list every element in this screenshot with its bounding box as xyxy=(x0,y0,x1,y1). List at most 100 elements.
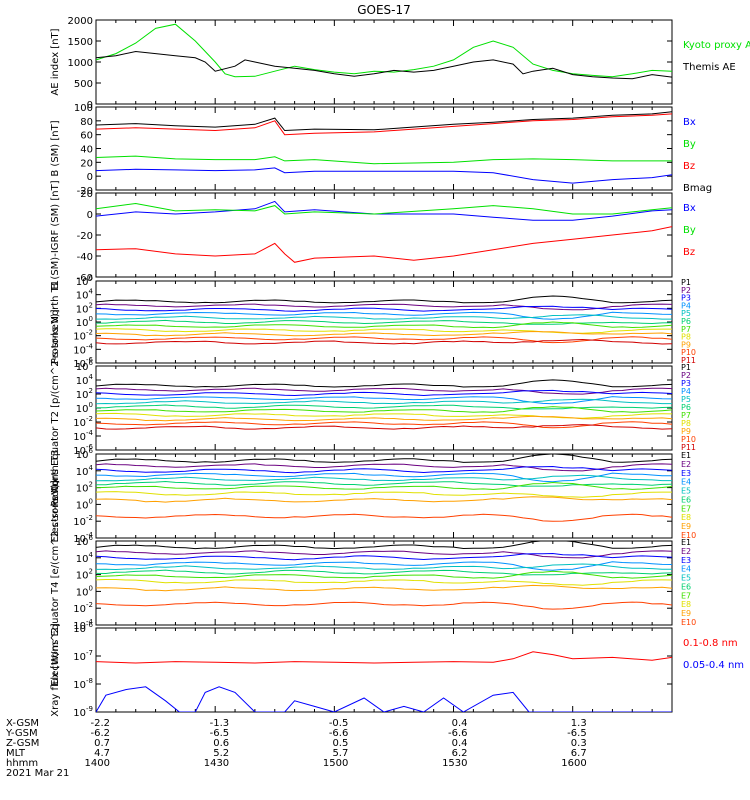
legend-label: E8 xyxy=(681,600,691,609)
y-tick-label: 10-6 xyxy=(73,621,93,635)
series-line-P7 xyxy=(96,406,672,413)
series-line-P2 xyxy=(96,303,672,311)
series-line-E1 xyxy=(96,454,672,463)
y-axis-label: Protons North T1 xyxy=(50,280,61,364)
y-tick-label: 10-2 xyxy=(73,329,93,343)
series-line-E6 xyxy=(96,569,672,576)
ephemeris-value: 1430 xyxy=(204,758,229,769)
legend-label: Bx xyxy=(683,117,696,128)
legend-label: 0.05-0.4 nm xyxy=(683,660,744,671)
legend-label: Bmag xyxy=(683,183,712,194)
y-tick-label: 100 xyxy=(76,401,93,415)
y-axis-label: Electrons Equator T4 [e/(cm^2-s-sr-keV)] xyxy=(50,480,61,686)
y-tick-label: 10-2 xyxy=(73,514,93,528)
y-axis-label: B (SM) [nT] xyxy=(50,120,61,176)
y-tick-label: -40 xyxy=(77,252,93,263)
series-line-E2 xyxy=(96,463,672,472)
y-tick-label: 10-7 xyxy=(73,649,93,663)
ephemeris-row-label: Z-GSM xyxy=(6,738,39,749)
panel-7: 10-4 10-2 100 102 104 106 Electrons Equator T4… xyxy=(50,480,696,686)
ephemeris-row-label: hhmm xyxy=(6,758,38,769)
panel-6: 10-4 10-2 100 102 104 106 Electrons North T3 E1… xyxy=(50,447,696,545)
y-tick-label: 10-8 xyxy=(73,677,93,691)
series-line-P10 xyxy=(96,336,672,344)
series-line-P7 xyxy=(96,321,672,329)
ephemeris-value: 0.6 xyxy=(213,738,229,749)
legend-label: P4 xyxy=(681,387,691,396)
y-tick-label: 10-9 xyxy=(73,705,93,719)
y-tick-label: 100 xyxy=(76,497,93,511)
series-line-P8 xyxy=(96,328,672,334)
series-line-black xyxy=(96,50,672,80)
plot-area xyxy=(96,541,672,610)
ephemeris-value: 1600 xyxy=(561,758,586,769)
legend-label: E6 xyxy=(681,495,691,504)
panel-frame xyxy=(95,192,673,278)
panel-1: 0 500 1000 1500 2000 AE index [nT] Kyoto proxy… xyxy=(50,16,750,111)
legend-label: P9 xyxy=(681,340,691,349)
y-tick-label: 500 xyxy=(74,79,93,90)
legend-label: E2 xyxy=(681,460,691,469)
series-line-P4 xyxy=(96,396,672,405)
ephemeris-value: -6.6 xyxy=(448,728,468,739)
legend-label: E7 xyxy=(681,504,691,513)
y-tick-label: 60 xyxy=(80,131,93,142)
series-line-red xyxy=(96,113,672,136)
plot-area xyxy=(96,295,672,345)
y-tick-label: 1000 xyxy=(68,58,93,69)
ephemeris-value: 0.3 xyxy=(571,738,587,749)
legend-label: Bz xyxy=(683,161,695,172)
series-line-P8 xyxy=(96,412,672,419)
series-line-E9 xyxy=(96,584,672,592)
series-line-P9 xyxy=(96,330,672,337)
legend-label: P2 xyxy=(681,286,691,295)
y-tick-label: 104 xyxy=(76,464,94,478)
y-tick-label: 100 xyxy=(76,584,93,598)
y-tick-label: 106 xyxy=(76,274,94,288)
ephemeris-value: 0.7 xyxy=(94,738,110,749)
y-tick-label: 10-4 xyxy=(73,531,93,545)
figure-title: GOES-17 xyxy=(357,3,411,17)
legend-label: E4 xyxy=(681,565,691,574)
series-line-P10 xyxy=(96,421,672,429)
series-line-E5 xyxy=(96,563,672,571)
series-line-blue xyxy=(96,686,672,712)
ephemeris-value: 1.3 xyxy=(571,718,587,729)
legend-label: E3 xyxy=(681,556,691,565)
legend-label: E1 xyxy=(681,538,691,547)
legend-label: P3 xyxy=(681,294,691,303)
legend-label: E8 xyxy=(681,513,691,522)
y-tick-label: 0 xyxy=(87,100,93,111)
y-tick-label: 106 xyxy=(76,359,94,373)
legend-label: P3 xyxy=(681,379,691,388)
y-tick-label: 104 xyxy=(76,373,94,387)
legend-label: E10 xyxy=(681,531,696,540)
series-line-E9 xyxy=(96,496,672,503)
series-line-green xyxy=(96,155,672,165)
y-tick-label: 10-4 xyxy=(73,618,93,632)
y-tick-label: 10-6 xyxy=(73,443,93,457)
legend-label: P11 xyxy=(681,443,696,452)
panel-8: 10-9 10-8 10-7 10-6 Xray flux [W/m^2] 0.1-0.8… xyxy=(50,621,744,719)
date-label: 2021 Mar 21 xyxy=(6,768,69,779)
y-tick-label: 106 xyxy=(76,534,94,548)
y-tick-label: 80 xyxy=(80,117,93,128)
ephemeris-value: -1.3 xyxy=(210,718,230,729)
ephemeris-value: -6.5 xyxy=(210,728,230,739)
legend-label: P7 xyxy=(681,411,691,420)
series-line-E4 xyxy=(96,561,672,571)
series-line-P6 xyxy=(96,319,672,325)
legend-label: P8 xyxy=(681,333,691,342)
legend-label: P7 xyxy=(681,325,691,334)
series-line-red xyxy=(96,651,672,664)
ephemeris-value: -6.5 xyxy=(567,728,587,739)
series-line-P11 xyxy=(96,424,672,430)
legend-label: Themis AE xyxy=(682,62,736,73)
series-line-E3 xyxy=(96,465,672,474)
legend-label: E1 xyxy=(681,451,691,460)
y-axis-label: AE index [nT] xyxy=(50,28,61,95)
y-tick-label: 104 xyxy=(76,551,94,565)
ephemeris-value: 1400 xyxy=(85,758,110,769)
series-line-P1 xyxy=(96,379,672,388)
